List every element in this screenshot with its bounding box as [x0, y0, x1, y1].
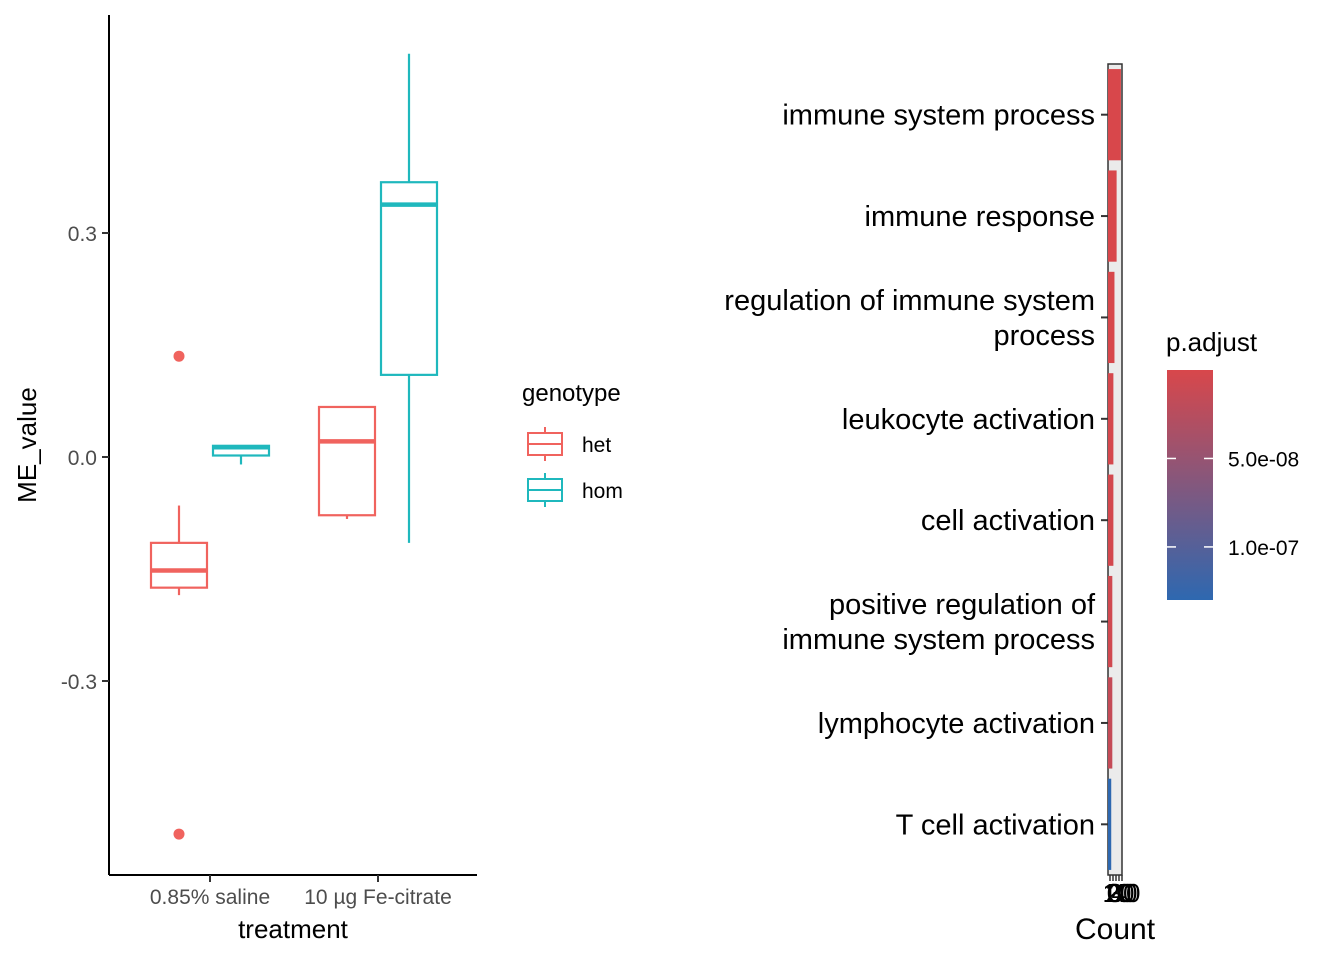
box-marks	[149, 53, 439, 840]
x-tick-label: 30	[1109, 878, 1138, 908]
barchart-panel: immune system process immune response regu…	[724, 63, 1156, 946]
y-tick-label: 0.3	[68, 223, 97, 246]
x-tick-label: 0.85% saline	[150, 886, 270, 909]
y-tick-label: -0.3	[61, 671, 97, 694]
genotype-legend-keys: het hom	[527, 427, 623, 507]
x-tick-label: 10 µg Fe-citrate	[304, 886, 452, 909]
x-tick-label: 20	[1106, 878, 1135, 908]
box-het-0	[149, 350, 209, 840]
x-tick-label: 40	[1112, 878, 1141, 908]
barchart-category-labels: immune system process immune response regu…	[724, 100, 1108, 841]
bar	[1108, 170, 1117, 262]
category-label: leukocyte activation	[842, 404, 1095, 436]
genotype-legend-title: genotype	[522, 380, 621, 407]
boxplot-y-ticks: 0.3 0.0 -0.3	[61, 223, 109, 694]
box-hom-0	[211, 444, 271, 465]
box-iqr	[149, 541, 209, 589]
bar	[1108, 778, 1112, 870]
boxplot-x-ticks: 0.85% saline 10 µg Fe-citrate	[150, 875, 452, 909]
x-tick-label: 10	[1103, 878, 1132, 908]
genotype-legend: genotype het hom	[522, 380, 623, 507]
barchart-panel-background	[1107, 63, 1123, 876]
category-label: lymphocyte activation	[818, 708, 1095, 740]
barchart-x-axis-title: Count	[1075, 913, 1156, 946]
bar	[1108, 69, 1121, 161]
category-label: positive regulation of immune system proc…	[782, 589, 1096, 656]
boxplot-y-axis-title: ME_value	[12, 387, 42, 503]
padjust-legend-title: p.adjust	[1166, 327, 1258, 357]
bar-marks	[1108, 69, 1121, 870]
legend-label-hom: hom	[582, 480, 623, 503]
category-label: T cell activation	[896, 809, 1095, 841]
x-tick-label: 0	[1107, 878, 1121, 908]
bar	[1108, 677, 1113, 769]
boxplot-x-axis-title: treatment	[238, 914, 349, 944]
legend-key-het: het	[527, 427, 611, 461]
padjust-colorbar	[1167, 370, 1213, 600]
outlier-point	[173, 350, 185, 362]
box-het-1	[317, 405, 377, 519]
padjust-legend: p.adjust 5.0e-08 1.0e-07	[1166, 327, 1299, 600]
padjust-colorbar-ticks: 5.0e-08 1.0e-07	[1167, 448, 1299, 560]
bar	[1108, 575, 1113, 668]
colorbar-tick-label: 5.0e-08	[1228, 448, 1299, 471]
category-label: cell activation	[921, 505, 1095, 537]
outlier-point	[173, 828, 185, 840]
box-iqr	[379, 181, 439, 376]
box-iqr	[317, 405, 377, 517]
legend-key-hom: hom	[527, 473, 623, 507]
bar	[1108, 271, 1115, 364]
category-label: immune system process	[782, 100, 1095, 132]
boxplot-panel: 0.30.0-0.3 0.85% saline 10 µg Fe-citrate …	[12, 15, 477, 944]
y-tick-label: 0.0	[68, 447, 97, 470]
legend-label-het: het	[582, 434, 611, 457]
colorbar-tick-label: 1.0e-07	[1228, 537, 1299, 560]
bar	[1108, 474, 1114, 566]
category-label: immune response	[865, 201, 1096, 233]
category-label: regulation of immune system process	[724, 285, 1095, 352]
bar	[1108, 373, 1114, 465]
box-hom-1	[379, 53, 439, 543]
